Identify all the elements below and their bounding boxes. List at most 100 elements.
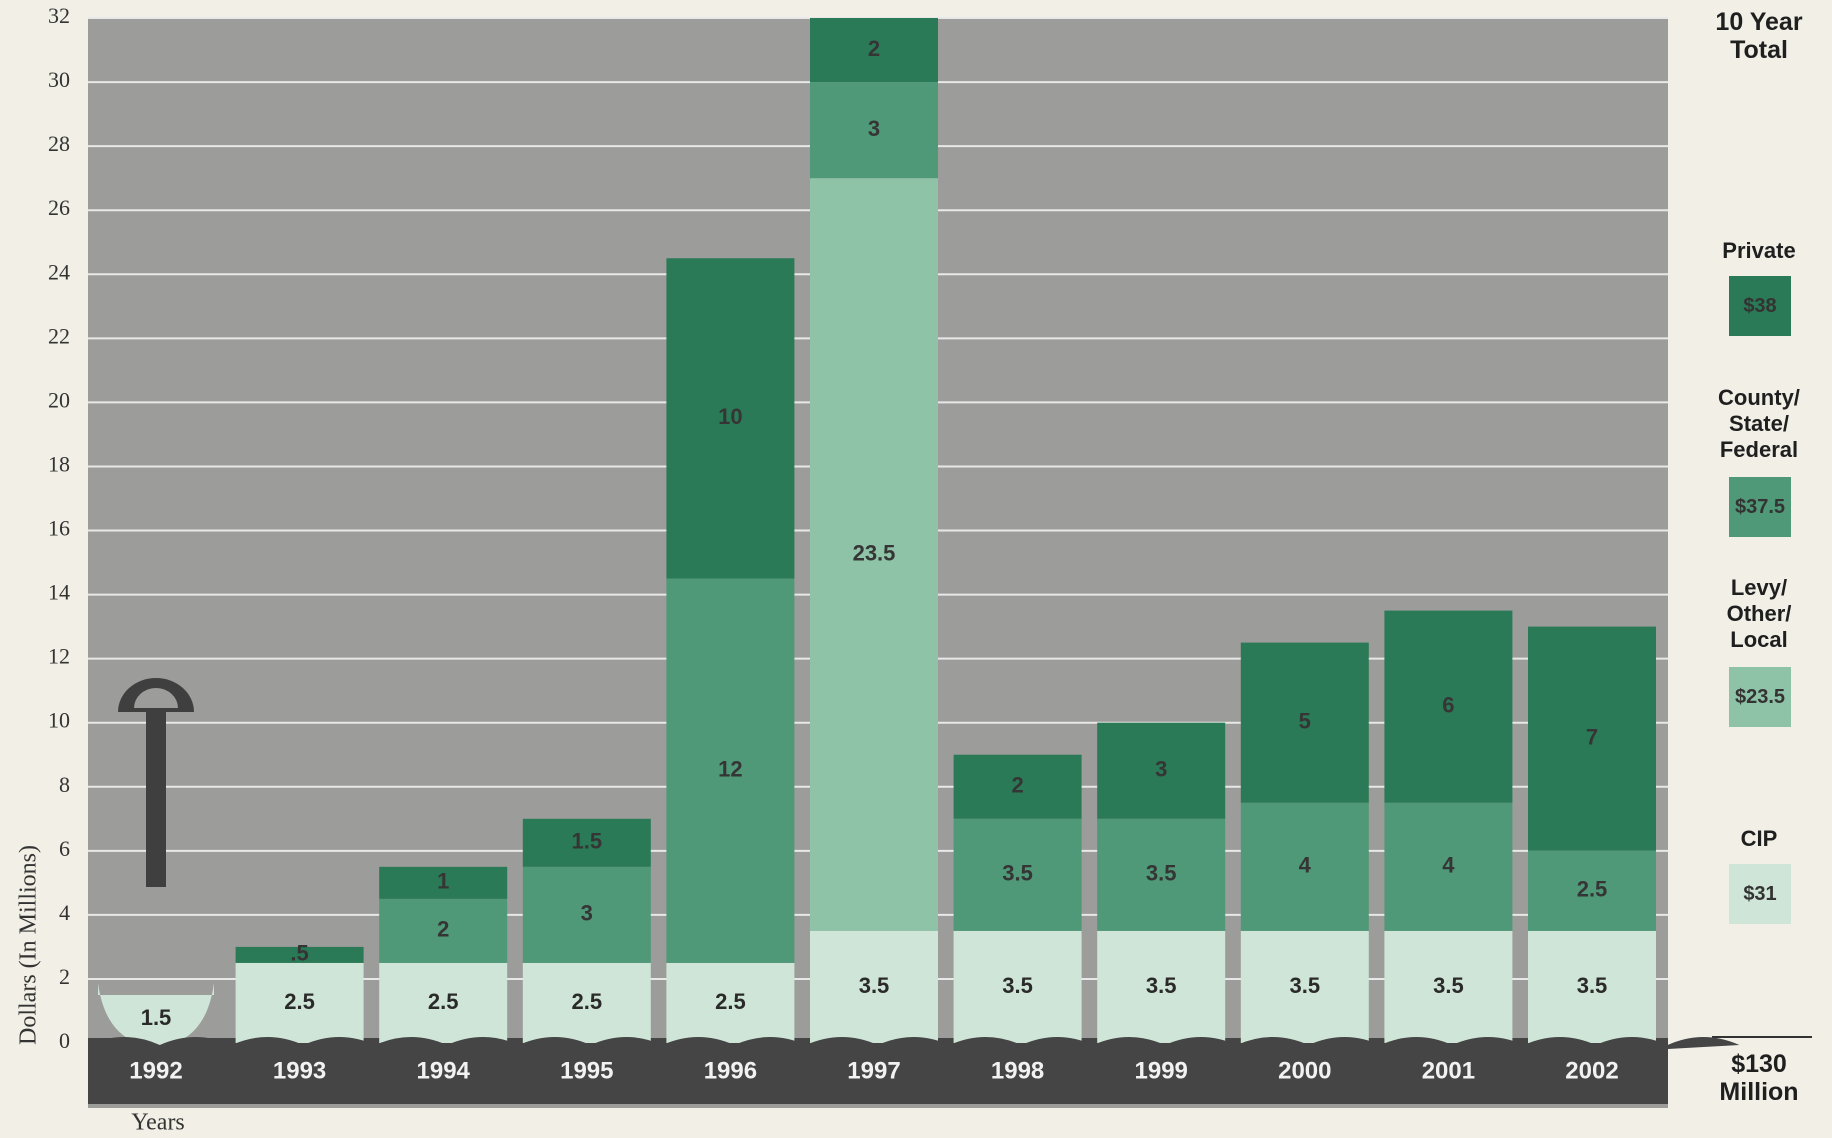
bar-segment bbox=[1528, 626, 1656, 851]
legend-label: CIP bbox=[1740, 826, 1778, 851]
x-tick-label: 1994 bbox=[417, 1057, 471, 1084]
bar-segment bbox=[1097, 818, 1226, 931]
bar-segment bbox=[810, 930, 938, 1043]
data-label: 3.5 bbox=[1577, 973, 1608, 998]
data-label: 2 bbox=[437, 917, 449, 942]
data-label: 3 bbox=[581, 901, 593, 926]
x-tick-label: 1996 bbox=[704, 1057, 757, 1084]
bar-segment bbox=[1528, 930, 1656, 1043]
data-label: 1.5 bbox=[141, 1005, 172, 1030]
bar-segment bbox=[810, 178, 938, 931]
bar-segment bbox=[1240, 642, 1369, 803]
bar-segment bbox=[666, 258, 795, 579]
legend-label: County/ State/ Federal bbox=[1718, 385, 1800, 462]
bar-segment bbox=[235, 946, 364, 963]
bar-segment bbox=[666, 962, 795, 1043]
bar-segment bbox=[666, 578, 795, 963]
x-tick-label: 1995 bbox=[560, 1057, 613, 1084]
data-label: 2.5 bbox=[284, 989, 315, 1014]
x-tick-label: 1992 bbox=[129, 1057, 182, 1084]
bar-segment bbox=[379, 866, 508, 899]
y-tick-label: 10 bbox=[48, 708, 70, 733]
data-label: 23.5 bbox=[853, 540, 896, 565]
bar-segment bbox=[1097, 722, 1226, 819]
x-tick-label: 1999 bbox=[1135, 1057, 1188, 1084]
y-tick-label: 32 bbox=[48, 3, 70, 28]
bar-segment bbox=[522, 866, 651, 963]
bar-segment bbox=[1240, 930, 1369, 1043]
data-label: 1 bbox=[437, 869, 449, 894]
legend-swatch: $31 bbox=[1729, 864, 1791, 924]
bar-segment bbox=[810, 82, 938, 179]
data-label: 2 bbox=[1011, 773, 1023, 798]
y-tick-label: 4 bbox=[59, 900, 70, 925]
x-tick-label: 1998 bbox=[991, 1057, 1044, 1084]
ground bbox=[88, 1037, 1740, 1049]
grand-total: $130 Million bbox=[1719, 1050, 1799, 1106]
bar-segment bbox=[1097, 930, 1226, 1043]
bar-segment bbox=[1384, 610, 1513, 803]
data-label: 3.5 bbox=[1002, 861, 1033, 886]
data-label: 3.5 bbox=[1002, 973, 1033, 998]
data-label: 3 bbox=[1155, 757, 1167, 782]
bar-segment bbox=[953, 818, 1082, 931]
data-label: .5 bbox=[290, 941, 308, 966]
legend-swatch: $38 bbox=[1729, 276, 1791, 336]
data-label: 12 bbox=[718, 757, 742, 782]
y-tick-label: 12 bbox=[48, 644, 70, 669]
y-tick-label: 26 bbox=[48, 195, 70, 220]
y-tick-label: 14 bbox=[48, 580, 70, 605]
y-tick-label: 18 bbox=[48, 451, 70, 476]
bar-segment bbox=[235, 962, 364, 1043]
shovel-handle bbox=[146, 712, 166, 887]
data-label: 2.5 bbox=[572, 989, 603, 1014]
y-axis-title: Dollars (In Millions) bbox=[16, 845, 42, 1045]
legend-label: Levy/ Other/ Local bbox=[1726, 575, 1792, 652]
bar-segment bbox=[953, 754, 1082, 819]
bar-segment bbox=[522, 962, 651, 1043]
y-tick-label: 24 bbox=[48, 259, 70, 284]
bar-segment bbox=[379, 898, 508, 963]
bar-segment bbox=[1528, 850, 1656, 931]
y-tick-label: 6 bbox=[59, 836, 70, 861]
legend-swatch: $23.5 bbox=[1729, 667, 1791, 727]
data-label: 10 bbox=[718, 404, 742, 429]
y-tick-label: 8 bbox=[59, 772, 70, 797]
bar-segment bbox=[810, 18, 938, 83]
data-label: 2.5 bbox=[715, 989, 746, 1014]
data-label: 3.5 bbox=[859, 973, 890, 998]
y-tick-label: 0 bbox=[59, 1028, 70, 1053]
bar-segment bbox=[1240, 802, 1369, 931]
bar-segment bbox=[98, 983, 214, 1047]
y-tick-label: 16 bbox=[48, 516, 70, 541]
y-tick-label: 22 bbox=[48, 323, 70, 348]
y-tick-label: 30 bbox=[48, 67, 70, 92]
x-tick-label: 2001 bbox=[1422, 1057, 1475, 1084]
y-tick-label: 2 bbox=[59, 964, 70, 989]
bar-segment bbox=[379, 962, 508, 1043]
data-label: 3.5 bbox=[1146, 861, 1177, 886]
shovel-grip-hole bbox=[134, 688, 178, 708]
bar-segment bbox=[1384, 802, 1513, 931]
data-label: 3 bbox=[868, 116, 880, 141]
data-label: 7 bbox=[1586, 725, 1598, 750]
legend-swatch: $37.5 bbox=[1729, 477, 1791, 537]
data-label: 4 bbox=[1299, 853, 1312, 878]
legend-label: Private bbox=[1722, 238, 1796, 263]
y-tick-label: 28 bbox=[48, 131, 70, 156]
x-tick-label: 2002 bbox=[1565, 1057, 1618, 1084]
data-label: 3.5 bbox=[1433, 973, 1464, 998]
bar-segment bbox=[953, 930, 1082, 1043]
bar-segment bbox=[1384, 930, 1513, 1043]
x-tick-label: 1997 bbox=[847, 1057, 900, 1084]
x-axis-title: Years bbox=[131, 1110, 185, 1136]
data-label: 6 bbox=[1442, 692, 1454, 717]
data-label: 3.5 bbox=[1290, 973, 1321, 998]
legend-title: 10 Year Total bbox=[1715, 8, 1803, 64]
data-label: 1.5 bbox=[572, 829, 603, 854]
y-tick-label: 20 bbox=[48, 387, 70, 412]
bar-segment bbox=[522, 818, 651, 867]
x-tick-label: 1993 bbox=[273, 1057, 326, 1084]
data-label: 4 bbox=[1442, 853, 1455, 878]
